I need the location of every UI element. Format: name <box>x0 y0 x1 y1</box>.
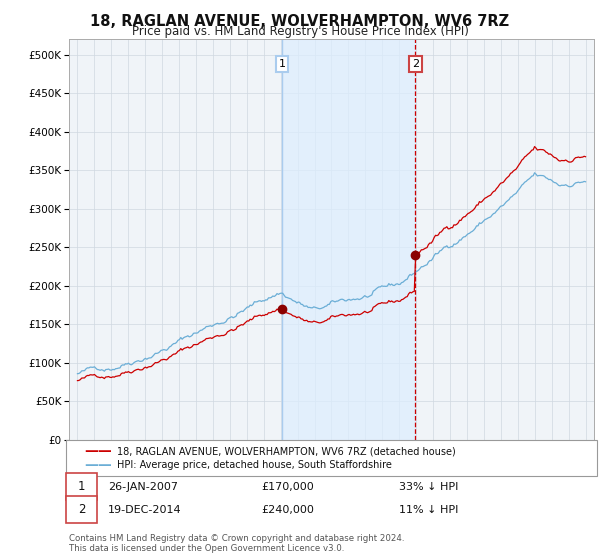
Text: 11% ↓ HPI: 11% ↓ HPI <box>399 505 458 515</box>
Text: 18, RAGLAN AVENUE, WOLVERHAMPTON, WV6 7RZ: 18, RAGLAN AVENUE, WOLVERHAMPTON, WV6 7R… <box>91 14 509 29</box>
Text: £170,000: £170,000 <box>261 482 314 492</box>
Text: 26-JAN-2007: 26-JAN-2007 <box>108 482 178 492</box>
Text: 33% ↓ HPI: 33% ↓ HPI <box>399 482 458 492</box>
Text: 1: 1 <box>278 59 286 69</box>
Text: 2: 2 <box>412 59 419 69</box>
Text: 18, RAGLAN AVENUE, WOLVERHAMPTON, WV6 7RZ (detached house): 18, RAGLAN AVENUE, WOLVERHAMPTON, WV6 7R… <box>117 446 456 456</box>
Text: Price paid vs. HM Land Registry's House Price Index (HPI): Price paid vs. HM Land Registry's House … <box>131 25 469 38</box>
Text: 19-DEC-2014: 19-DEC-2014 <box>108 505 182 515</box>
Bar <box>282 39 415 440</box>
Text: 1: 1 <box>78 480 85 493</box>
Text: ——: —— <box>84 459 112 473</box>
Text: £240,000: £240,000 <box>261 505 314 515</box>
Text: ——: —— <box>84 444 112 458</box>
Text: 2: 2 <box>78 503 85 516</box>
Text: Contains HM Land Registry data © Crown copyright and database right 2024.
This d: Contains HM Land Registry data © Crown c… <box>69 534 404 553</box>
Text: HPI: Average price, detached house, South Staffordshire: HPI: Average price, detached house, Sout… <box>117 460 392 470</box>
